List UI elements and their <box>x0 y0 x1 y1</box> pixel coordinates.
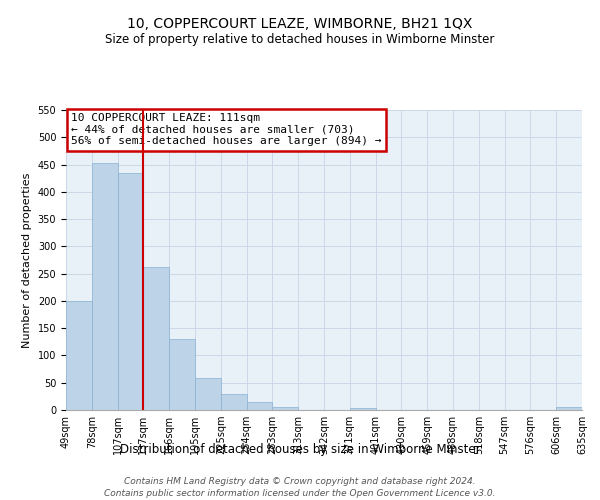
Bar <box>66 301 92 410</box>
Text: Contains HM Land Registry data © Crown copyright and database right 2024.: Contains HM Land Registry data © Crown c… <box>124 478 476 486</box>
Bar <box>195 378 221 410</box>
Text: 10 COPPERCOURT LEAZE: 111sqm
← 44% of detached houses are smaller (703)
56% of s: 10 COPPERCOURT LEAZE: 111sqm ← 44% of de… <box>71 113 382 146</box>
Text: Distribution of detached houses by size in Wimborne Minster: Distribution of detached houses by size … <box>119 442 481 456</box>
Bar <box>169 339 195 410</box>
Text: Size of property relative to detached houses in Wimborne Minster: Size of property relative to detached ho… <box>106 32 494 46</box>
Bar <box>272 408 298 410</box>
Bar <box>92 164 118 410</box>
Bar <box>247 402 272 410</box>
Text: 10, COPPERCOURT LEAZE, WIMBORNE, BH21 1QX: 10, COPPERCOURT LEAZE, WIMBORNE, BH21 1Q… <box>127 18 473 32</box>
Bar <box>118 172 143 410</box>
Bar <box>350 408 376 410</box>
Bar <box>556 408 582 410</box>
Text: Contains public sector information licensed under the Open Government Licence v3: Contains public sector information licen… <box>104 489 496 498</box>
Bar <box>221 394 247 410</box>
Y-axis label: Number of detached properties: Number of detached properties <box>22 172 32 348</box>
Bar <box>143 267 169 410</box>
